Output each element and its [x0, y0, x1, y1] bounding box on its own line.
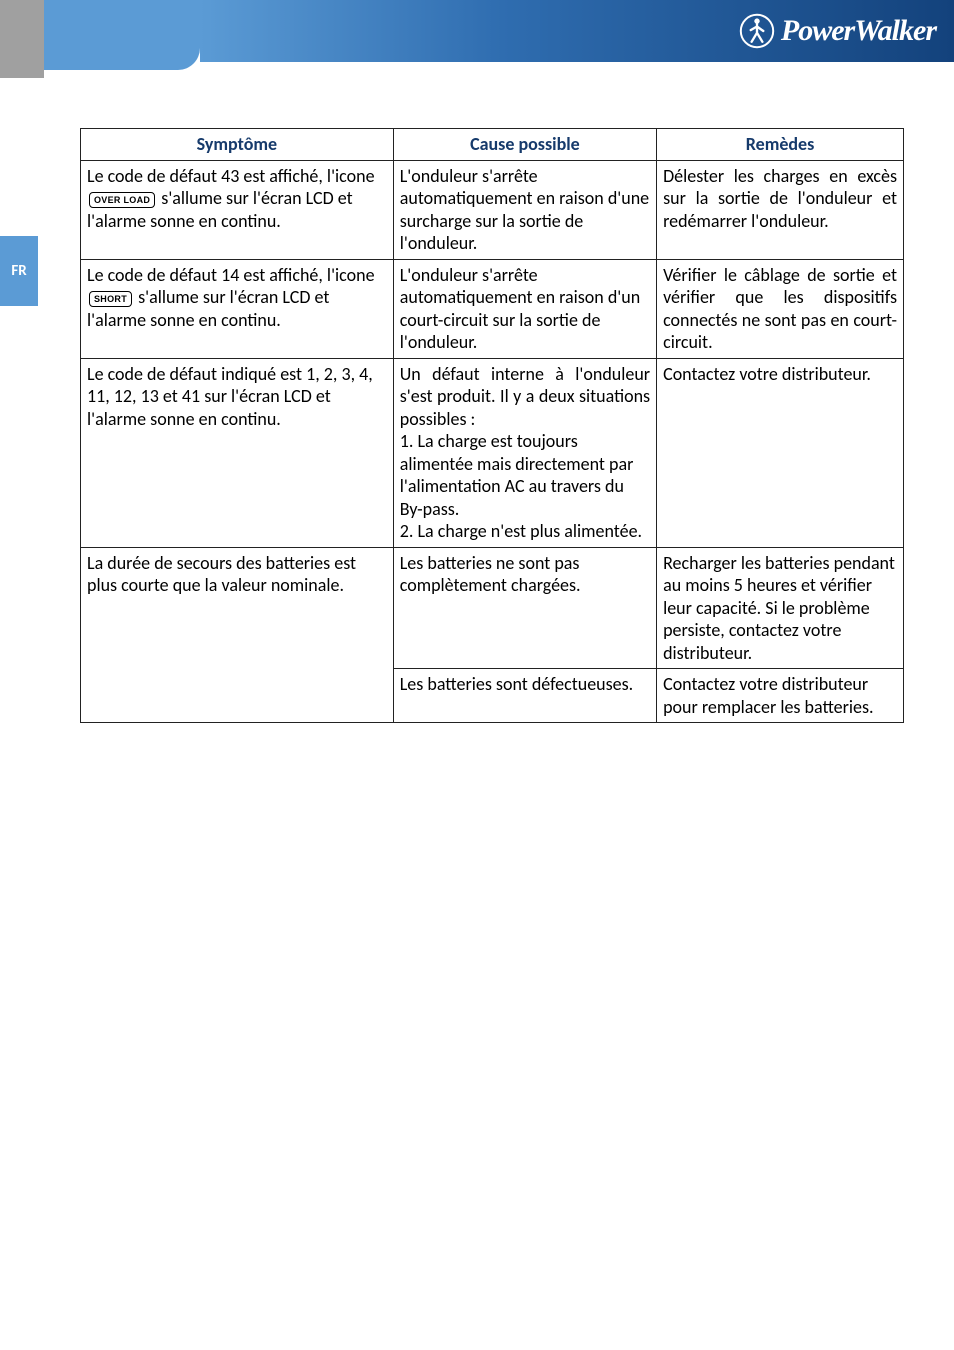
brand-name: PowerWalker: [781, 14, 936, 48]
cell-symptom: Le code de défaut 43 est affiché, l'icon…: [81, 160, 394, 259]
cell-cause: L'onduleur s'arrête automatiquement en r…: [393, 259, 656, 358]
table-row: Le code de défaut 14 est affiché, l'icon…: [81, 259, 904, 358]
cell-cause: Les batteries sont défectueuses.: [393, 669, 656, 723]
language-tab: FR: [0, 236, 38, 306]
header-cause: Cause possible: [393, 129, 656, 161]
cell-remedy: Délester les charges en excès sur la sor…: [657, 160, 904, 259]
header-remedy: Remèdes: [657, 129, 904, 161]
cell-symptom: Le code de défaut indiqué est 1, 2, 3, 4…: [81, 358, 394, 547]
walker-icon: [739, 13, 775, 49]
header-gray-tab: [0, 0, 44, 78]
table-row: Le code de défaut indiqué est 1, 2, 3, 4…: [81, 358, 904, 547]
text: Un défaut interne à l'onduleur s'est pro…: [400, 363, 650, 431]
cell-remedy: Contactez votre distributeur pour rempla…: [657, 669, 904, 723]
table-row: Le code de défaut 43 est affiché, l'icon…: [81, 160, 904, 259]
troubleshooting-table: Symptôme Cause possible Remèdes Le code …: [80, 128, 904, 723]
page-header: PowerWalker: [0, 0, 954, 80]
cell-remedy: Contactez votre distributeur.: [657, 358, 904, 547]
language-code: FR: [11, 262, 26, 280]
short-icon: SHORT: [89, 291, 132, 307]
overload-icon: OVER LOAD: [89, 192, 155, 208]
brand-logo: PowerWalker: [739, 13, 936, 49]
table-header-row: Symptôme Cause possible Remèdes: [81, 129, 904, 161]
cell-symptom: La durée de secours des batteries est pl…: [81, 547, 394, 723]
text: Le code de défaut 43 est affiché, l'icon…: [87, 165, 375, 187]
cell-cause: L'onduleur s'arrête automatiquement en r…: [393, 160, 656, 259]
cell-cause: Un défaut interne à l'onduleur s'est pro…: [393, 358, 656, 547]
text: Le code de défaut 14 est affiché, l'icon…: [87, 264, 375, 286]
cell-cause: Les batteries ne sont pas complètement c…: [393, 547, 656, 669]
text: 1. La charge est toujours alimentée mais…: [400, 430, 650, 520]
brand-bar: PowerWalker: [200, 0, 954, 62]
header-symptom: Symptôme: [81, 129, 394, 161]
table-row: La durée de secours des batteries est pl…: [81, 547, 904, 669]
cell-symptom: Le code de défaut 14 est affiché, l'icon…: [81, 259, 394, 358]
cell-remedy: Vérifier le câblage de sortie et vérifie…: [657, 259, 904, 358]
content-area: Symptôme Cause possible Remèdes Le code …: [0, 80, 954, 723]
cell-remedy: Recharger les batteries pendant au moins…: [657, 547, 904, 669]
text: 2. La charge n'est plus alimentée.: [400, 520, 650, 543]
